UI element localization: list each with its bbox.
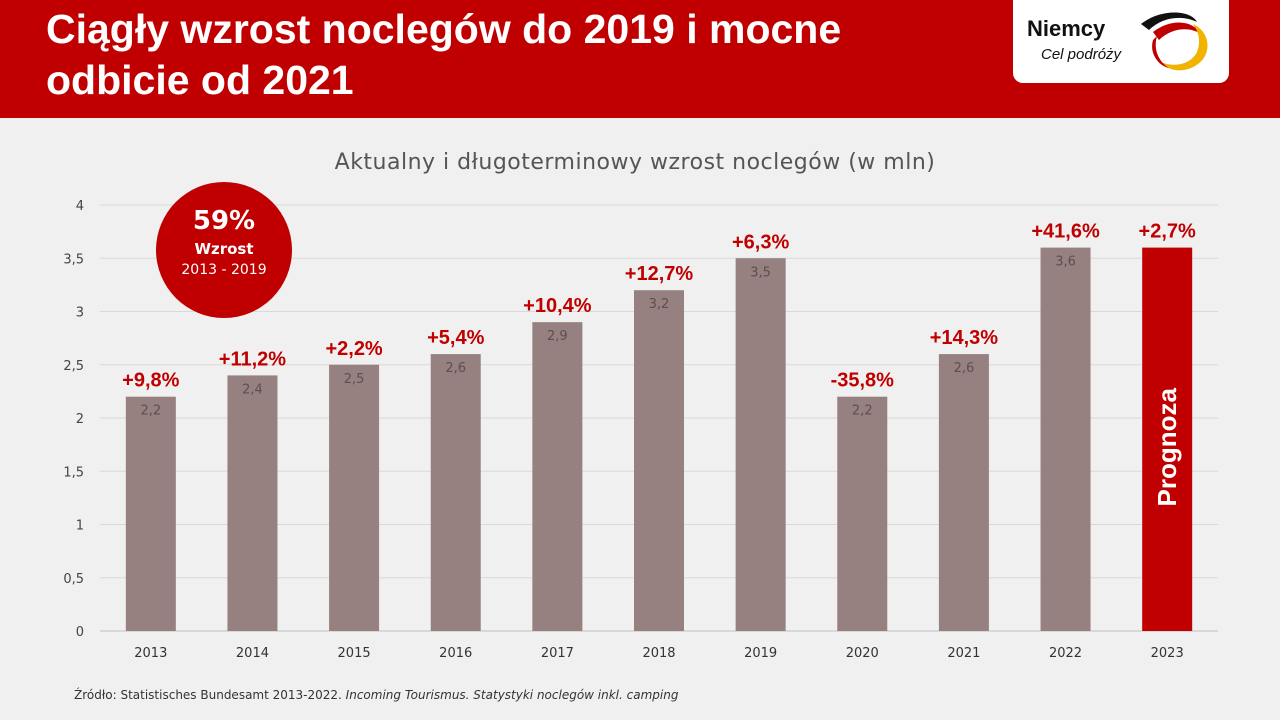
bar: [532, 322, 583, 631]
growth-label: +6,3%: [732, 231, 789, 253]
growth-label: +11,2%: [219, 348, 287, 370]
growth-label: +2,7%: [1139, 221, 1196, 243]
growth-label: +5,4%: [427, 327, 484, 349]
value-label: 2,6: [954, 361, 975, 376]
x-tick-label: 2020: [846, 646, 879, 661]
source-italic: Incoming Tourismus. Statystyki noclegów …: [345, 688, 679, 702]
value-label: 2,9: [547, 329, 568, 344]
value-label: 3,5: [750, 265, 771, 280]
y-tick-label: 2,5: [63, 359, 84, 374]
chart-title: Aktualny i długoterminowy wzrost noclegó…: [334, 150, 936, 175]
logo-name: Niemcy: [1027, 16, 1106, 41]
value-label: 3,2: [649, 297, 670, 312]
growth-label: +12,7%: [625, 263, 694, 285]
x-tick-label: 2022: [1049, 646, 1082, 661]
value-label: 2,2: [140, 404, 161, 419]
value-label: 2,5: [344, 372, 365, 387]
header-band: Ciągły wzrost noclegów do 2019 i mocne o…: [0, 0, 1280, 118]
bar: [430, 354, 481, 631]
bar: [634, 290, 684, 631]
bar: [329, 364, 380, 631]
badge-label: Wzrost: [194, 240, 254, 258]
growth-label: +41,6%: [1031, 221, 1100, 243]
badge-period: 2013 - 2019: [181, 262, 267, 278]
growth-label: -35,8%: [831, 370, 895, 392]
value-label: 2,4: [242, 382, 263, 397]
x-tick-label: 2016: [439, 646, 472, 661]
y-tick-label: 1: [76, 519, 84, 534]
x-tick-label: 2023: [1151, 646, 1184, 661]
growth-label: +10,4%: [523, 295, 592, 317]
y-tick-label: 3: [76, 306, 84, 321]
badge-value: 59%: [192, 206, 256, 236]
source-text: Źródło: Statistisches Bundesamt 2013-202…: [74, 688, 346, 702]
y-tick-label: 3,5: [63, 252, 84, 267]
eagle-logo-icon: [1141, 12, 1208, 71]
forecast-label: Prognoza: [1152, 388, 1182, 507]
value-label: 2,6: [445, 361, 466, 376]
page-title: Ciągły wzrost noclegów do 2019 i mocne o…: [46, 6, 842, 103]
forecast-bar: [1142, 247, 1193, 631]
y-tick-label: 0: [76, 625, 84, 640]
bar: [1040, 247, 1091, 631]
growth-badge: 59% Wzrost 2013 - 2019: [156, 182, 292, 318]
source-note: Źródło: Statistisches Bundesamt 2013-202…: [74, 688, 678, 702]
x-tick-label: 2015: [338, 646, 371, 661]
value-label: 2,2: [852, 404, 873, 419]
bar: [125, 396, 176, 631]
x-tick-label: 2014: [236, 646, 269, 661]
bar: [837, 396, 888, 631]
y-tick-label: 1,5: [63, 465, 84, 480]
logo: Niemcy Cel podróży: [1013, 0, 1229, 83]
y-tick-label: 2: [76, 412, 84, 427]
x-tick-label: 2019: [744, 646, 777, 661]
y-tick-label: 0,5: [63, 572, 84, 587]
bar: [735, 258, 786, 631]
x-tick-label: 2017: [541, 646, 574, 661]
bar: [938, 354, 989, 631]
growth-label: +9,8%: [122, 370, 179, 392]
x-tick-label: 2013: [134, 646, 167, 661]
growth-label: +2,2%: [325, 338, 382, 360]
value-label: 3,6: [1055, 255, 1076, 270]
bar: [227, 375, 278, 631]
x-tick-label: 2018: [642, 646, 675, 661]
x-tick-label: 2021: [947, 646, 980, 661]
growth-label: +14,3%: [930, 327, 999, 349]
logo-tagline: Cel podróży: [1041, 46, 1122, 63]
y-tick-label: 4: [76, 199, 84, 214]
